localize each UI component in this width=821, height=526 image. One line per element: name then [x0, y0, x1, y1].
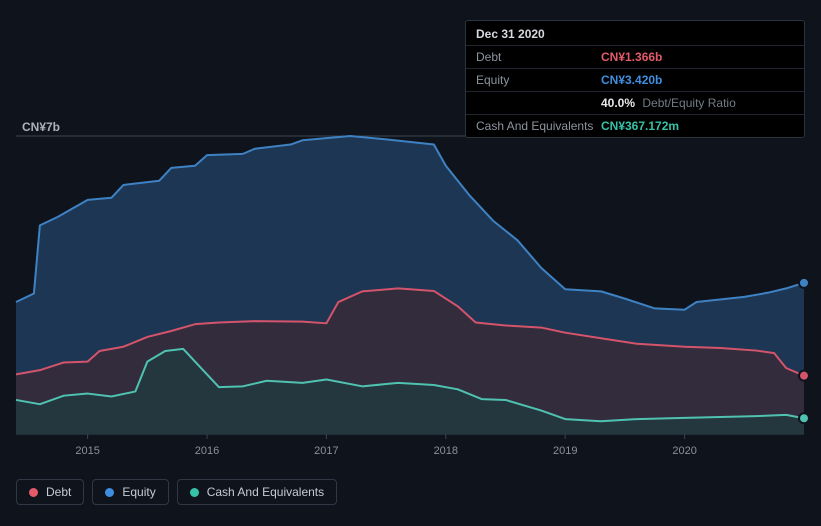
tooltip-row: Cash And EquivalentsCN¥367.172m: [466, 114, 804, 137]
legend-label: Cash And Equivalents: [207, 485, 324, 499]
legend-label: Debt: [46, 485, 71, 499]
legend-swatch-icon: [29, 488, 38, 497]
marker-equity: [799, 278, 809, 288]
tooltip-row-value: CN¥367.172m: [601, 119, 679, 133]
legend-label: Equity: [122, 485, 155, 499]
chart-legend: Debt Equity Cash And Equivalents: [16, 479, 337, 505]
x-tick-label: 2017: [314, 445, 338, 457]
tooltip-row-value: CN¥3.420b: [601, 73, 662, 87]
y-axis-max-label: CN¥7b: [22, 120, 60, 134]
tooltip-row-label: Debt: [476, 50, 601, 64]
x-tick-label: 2016: [195, 445, 219, 457]
x-tick-label: 2020: [672, 445, 696, 457]
tooltip-row: 40.0% Debt/Equity Ratio: [466, 91, 804, 114]
chart-container: { "chart": { "type": "area", "background…: [0, 0, 821, 526]
tooltip-row: DebtCN¥1.366b: [466, 45, 804, 68]
x-tick-label: 2015: [75, 445, 99, 457]
tooltip-row-label: Cash And Equivalents: [476, 119, 601, 133]
legend-item-debt[interactable]: Debt: [16, 479, 84, 505]
chart-tooltip: Dec 31 2020 DebtCN¥1.366bEquityCN¥3.420b…: [465, 20, 805, 138]
marker-cash-and-equivalents: [799, 413, 809, 423]
legend-swatch-icon: [105, 488, 114, 497]
legend-item-equity[interactable]: Equity: [92, 479, 168, 505]
tooltip-row-label: [476, 96, 601, 110]
legend-swatch-icon: [190, 488, 199, 497]
tooltip-date: Dec 31 2020: [466, 21, 804, 45]
x-tick-label: 2018: [434, 445, 458, 457]
legend-item-cash-and-equivalents[interactable]: Cash And Equivalents: [177, 479, 337, 505]
tooltip-row-value: CN¥1.366b: [601, 50, 662, 64]
marker-debt: [799, 371, 809, 381]
tooltip-row: EquityCN¥3.420b: [466, 68, 804, 91]
x-tick-label: 2019: [553, 445, 577, 457]
tooltip-row-label: Equity: [476, 73, 601, 87]
tooltip-row-value: 40.0% Debt/Equity Ratio: [601, 96, 736, 110]
